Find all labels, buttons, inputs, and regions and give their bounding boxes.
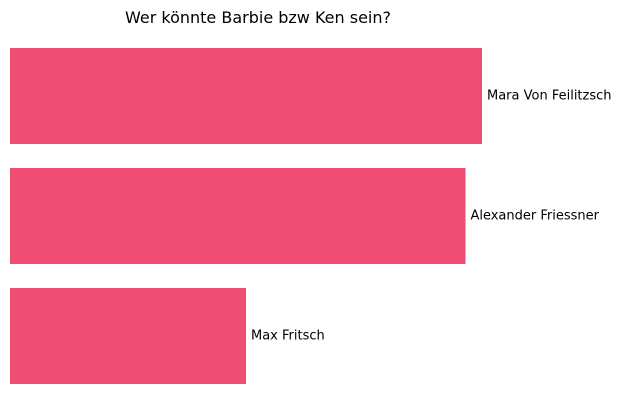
bar-0 — [10, 48, 482, 144]
bar-label-2: Max Fritsch — [251, 329, 325, 344]
bar-1 — [10, 168, 466, 264]
bar-label-0: Mara Von Feilitzsch — [487, 89, 612, 104]
bar-2 — [10, 288, 246, 384]
bar-label-1: Alexander Friessner — [470, 209, 599, 224]
chart-title: Wer könnte Barbie bzw Ken sein? — [125, 8, 391, 27]
